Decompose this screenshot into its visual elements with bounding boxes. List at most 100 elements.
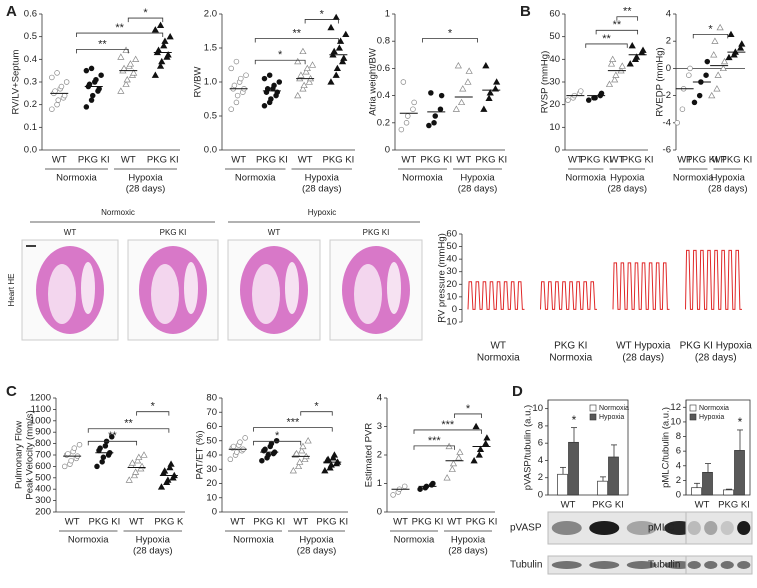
point — [83, 67, 90, 74]
point — [611, 76, 619, 83]
point — [592, 95, 598, 101]
point — [432, 113, 439, 119]
x-tick-label: WT — [695, 500, 710, 511]
y-tick-label: 1100 — [31, 404, 51, 415]
point — [437, 106, 444, 112]
x-tick-label: WT — [65, 517, 80, 528]
y-tick-label: -2 — [663, 90, 671, 101]
group-label: Normoxia — [394, 535, 435, 546]
point — [719, 64, 727, 72]
x-tick-label: WT — [712, 155, 727, 166]
point — [300, 81, 308, 89]
y-tick-label: 3 — [377, 421, 382, 432]
point — [475, 451, 483, 458]
y-tick-label: 40 — [206, 450, 217, 461]
significance-bracket — [254, 38, 339, 43]
bar — [734, 450, 745, 496]
point — [428, 90, 434, 96]
point — [86, 81, 93, 88]
point — [122, 46, 130, 53]
y-tick-label: 4 — [377, 393, 382, 404]
point — [727, 30, 735, 38]
point — [609, 55, 617, 62]
point — [633, 53, 641, 60]
y-axis-label: Pulmonary Flow — [14, 421, 25, 489]
significance-label: ** — [623, 6, 632, 18]
panel-label: C — [6, 383, 17, 400]
group-label: (28 days) — [458, 184, 498, 195]
point — [456, 448, 464, 455]
blot-band — [589, 561, 620, 569]
significance-label: * — [708, 23, 713, 35]
y-axis-label: RV/LV+Septum — [11, 49, 22, 114]
significance-bracket — [300, 411, 333, 416]
pressure-trace — [540, 281, 597, 310]
point — [618, 62, 626, 69]
legend-swatch — [589, 404, 597, 412]
significance-bracket — [253, 427, 333, 432]
significance-bracket — [254, 59, 306, 65]
point — [410, 106, 416, 112]
point — [411, 99, 417, 106]
y-tick-label: -6 — [663, 145, 671, 156]
y-tick-label: 300 — [35, 495, 51, 506]
point — [83, 104, 90, 110]
point — [720, 57, 729, 65]
blot-band — [704, 520, 718, 536]
x-tick-label: WT — [677, 155, 692, 166]
significance-label: * — [448, 27, 453, 39]
point — [449, 459, 458, 467]
point — [233, 58, 240, 65]
bar — [723, 489, 734, 496]
point — [126, 60, 135, 67]
x-tick-label: PKG KI — [316, 517, 348, 528]
point — [340, 54, 348, 61]
point — [464, 78, 472, 85]
y-tick-label: 4 — [538, 455, 543, 466]
legend-swatch — [689, 413, 697, 421]
point — [243, 72, 249, 78]
significance-bracket — [692, 34, 729, 39]
point — [132, 468, 140, 475]
y-tick-label: 6 — [538, 438, 543, 449]
point — [455, 454, 463, 461]
significance-label: *** — [286, 417, 300, 429]
heart-lumen — [151, 264, 179, 324]
point — [612, 71, 620, 78]
y-tick-label: 1 — [385, 9, 390, 20]
point — [398, 126, 405, 133]
group-label: (28 days) — [302, 184, 342, 195]
y-tick-label: 0.4 — [377, 90, 390, 101]
significance-bracket — [253, 440, 302, 446]
x-tick-label: WT — [568, 155, 583, 166]
significance-label: * — [738, 415, 743, 429]
point — [128, 459, 137, 466]
y-axis-label: RV/BW — [193, 66, 204, 97]
y-tick-label: 40 — [549, 54, 560, 65]
y-axis-label: PAT/ET (%) — [195, 430, 206, 479]
y-tick-label: 12 — [670, 402, 681, 413]
significance-label: ** — [124, 418, 133, 430]
x-tick-label: PKG KI — [412, 517, 444, 528]
histology: Normoxic Hypoxic WT PKG KI WT PKG KI Hea… — [7, 208, 420, 306]
y-tick-label: 10 — [549, 122, 560, 133]
y-tick-label: 2 — [666, 36, 671, 47]
point — [89, 92, 96, 99]
y-axis-label: pVASP/tubulin (a.u.) — [523, 405, 534, 490]
point — [49, 106, 55, 112]
group-label: Normoxia — [56, 173, 97, 184]
point — [76, 441, 83, 448]
point — [716, 23, 724, 31]
point — [134, 456, 142, 464]
y-axis-label: pMLC/tubulin (a.u.) — [661, 407, 672, 488]
x-tick-label: PKG KI — [592, 500, 624, 511]
significance-label: * — [143, 7, 148, 19]
group-label: Hypoxia — [610, 173, 645, 184]
point — [696, 92, 703, 99]
x-tick-label: PKG KI — [147, 155, 179, 166]
point — [167, 460, 175, 467]
y-tick-label: 2 — [676, 475, 681, 486]
point — [443, 474, 451, 481]
x-tick-label: WT — [293, 517, 308, 528]
significance-bracket — [87, 440, 138, 446]
